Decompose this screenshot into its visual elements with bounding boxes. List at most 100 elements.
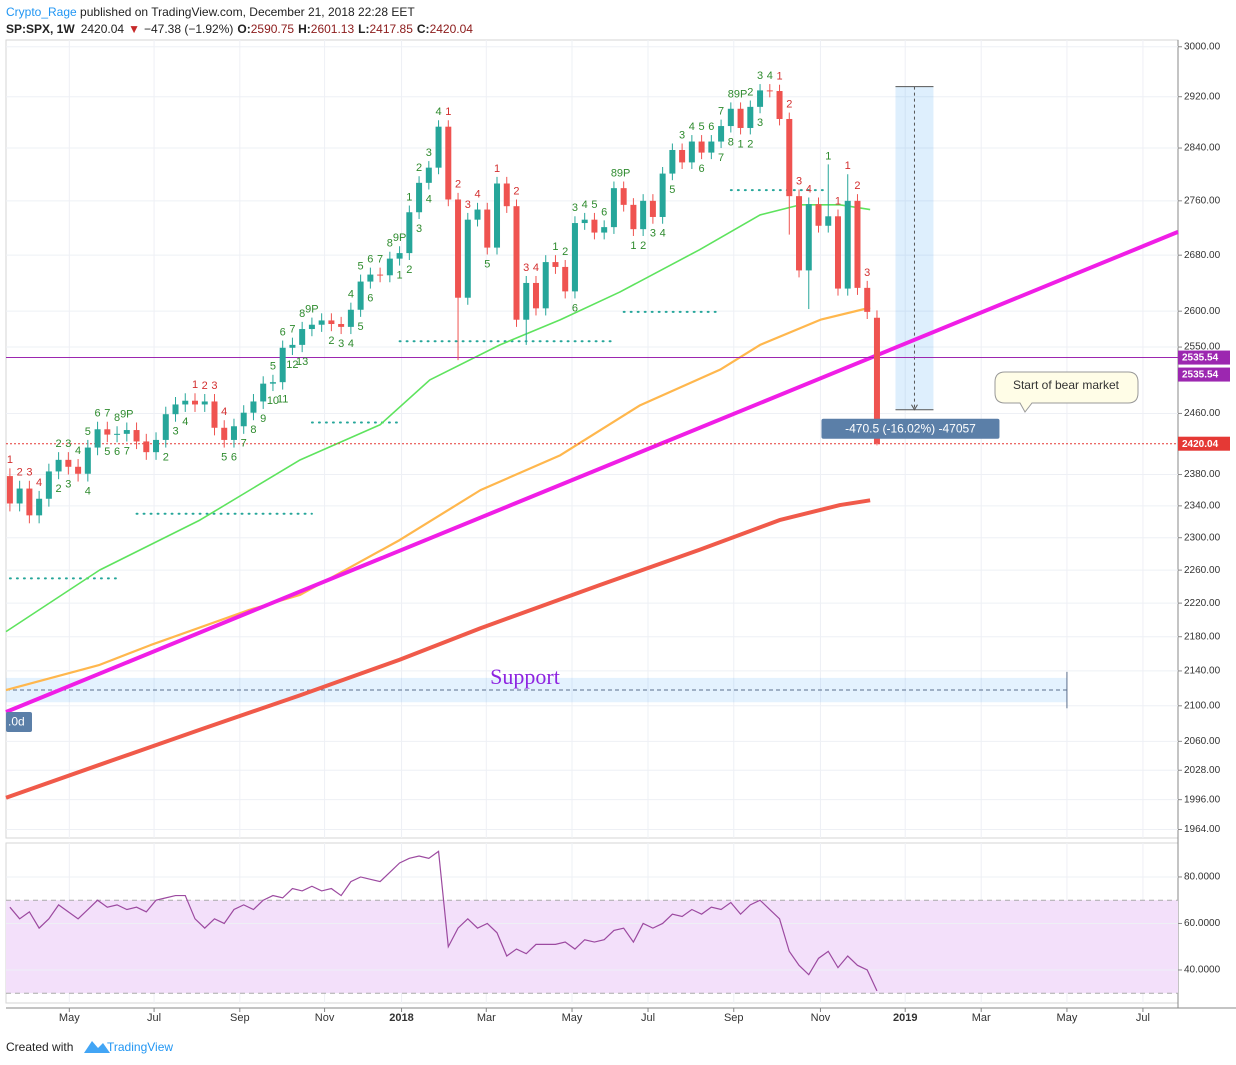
- measure-label-box: [821, 418, 1000, 439]
- price-tag: [1178, 367, 1230, 382]
- candle-body: [873, 317, 880, 444]
- candle-body: [357, 281, 364, 310]
- candle-body: [630, 204, 637, 230]
- published: published on TradingView.com, December 2…: [77, 5, 416, 19]
- h: 2601.13: [311, 22, 355, 36]
- candle-body: [796, 196, 803, 271]
- candle-body: [289, 344, 296, 348]
- arrow: ▼: [128, 22, 140, 36]
- series-line: [5, 230, 1179, 714]
- td-label: 6: [280, 326, 286, 338]
- x-tick-label: Sep: [230, 1012, 250, 1024]
- td-label: 2: [56, 483, 62, 495]
- td-label: 10: [267, 395, 279, 407]
- td-label: 4: [435, 106, 441, 118]
- td-label: 7: [718, 106, 724, 118]
- measure-arrowhead: [911, 404, 918, 411]
- price-tag-label: 2535.54: [1182, 353, 1219, 364]
- last: 2420.04: [81, 22, 125, 36]
- td-label: 3: [523, 262, 529, 274]
- td-label: 3: [211, 380, 217, 392]
- rsi-tick-label: 40.0000: [1184, 965, 1221, 976]
- y-tick-label: 2340.00: [1184, 500, 1221, 511]
- td-label: 3: [864, 267, 870, 279]
- td-label: 5: [484, 258, 490, 270]
- x-tick-label: May: [562, 1012, 583, 1024]
- td-label: 6: [95, 408, 101, 420]
- candle-body: [162, 414, 169, 440]
- candle-body: [143, 441, 150, 453]
- footer-brand[interactable]: TradingView: [107, 1040, 173, 1054]
- candle-body: [45, 471, 52, 499]
- td-label: 4: [474, 189, 480, 201]
- candle-body: [455, 199, 462, 298]
- td-label: 4: [85, 485, 91, 497]
- td-label: 2: [163, 451, 169, 463]
- candle-body: [474, 209, 481, 220]
- candle-body: [26, 488, 33, 516]
- y-tick-label: 2060.00: [1184, 736, 1221, 747]
- change: −47.38 (−1.92%): [144, 22, 233, 36]
- td-label: 5: [591, 199, 597, 211]
- y-tick-label: 2460.00: [1184, 408, 1221, 419]
- td-label: 2: [455, 179, 461, 191]
- candle-body: [581, 219, 588, 224]
- td-label: 3: [65, 478, 71, 490]
- x-tick-label: Nov: [315, 1012, 335, 1024]
- y-tick-label: 2920.00: [1184, 91, 1221, 102]
- td-label: 8: [387, 238, 393, 250]
- td-label: 2: [747, 86, 753, 98]
- candle-body: [338, 324, 345, 327]
- candle-body: [347, 309, 354, 327]
- td-label: 2: [854, 180, 860, 192]
- l-key: L:: [358, 22, 369, 36]
- candle-body: [445, 126, 452, 200]
- candle-body: [494, 183, 501, 248]
- td-label: 5: [221, 451, 227, 463]
- td-label: 3: [465, 199, 471, 211]
- td-label: 3: [65, 438, 71, 450]
- td-label: 1: [192, 379, 198, 391]
- x-tick-label: May: [59, 1012, 80, 1024]
- td-label: 6: [231, 451, 237, 463]
- y-tick-label: 1964.00: [1184, 824, 1221, 835]
- measure-box: [895, 86, 934, 410]
- candle-body: [679, 149, 686, 163]
- td-label: 5: [699, 121, 705, 133]
- candle-body: [425, 167, 432, 183]
- brand-logo: [84, 1041, 110, 1053]
- candle-body: [766, 90, 773, 92]
- td-label: 8: [728, 136, 734, 148]
- y-tick-label: 2100.00: [1184, 700, 1221, 711]
- author[interactable]: Crypto_Rage: [6, 5, 77, 19]
- series-line: [5, 306, 871, 692]
- y-tick-label: 2760.00: [1184, 195, 1221, 206]
- td-label: 8: [250, 424, 256, 436]
- td-label: 2: [416, 162, 422, 174]
- footer-created: Created with: [6, 1040, 73, 1054]
- candle-body: [825, 216, 832, 226]
- support-label: Support: [490, 664, 560, 689]
- candle-body: [36, 498, 43, 516]
- td-label: 1: [738, 138, 744, 150]
- td-label: 4: [806, 183, 812, 195]
- candle-body: [844, 200, 851, 289]
- x-tick-label: Sep: [724, 1012, 744, 1024]
- td-label: 4: [182, 416, 188, 428]
- y-tick-label: 2180.00: [1184, 631, 1221, 642]
- td-label: 13: [296, 356, 308, 368]
- candle-body: [435, 126, 442, 168]
- rsi-line: [9, 850, 878, 992]
- td-label: 5: [85, 426, 91, 438]
- td-label: 3: [757, 70, 763, 82]
- y-tick-label: 2600.00: [1184, 306, 1221, 317]
- td-label: 4: [348, 338, 354, 350]
- td-label: 5: [358, 321, 364, 333]
- candle-body: [688, 141, 695, 163]
- candle-body: [503, 183, 510, 207]
- candle-body: [659, 173, 666, 217]
- candle-body: [718, 126, 725, 142]
- left-tag-box: [6, 712, 32, 732]
- candle-body: [601, 227, 608, 233]
